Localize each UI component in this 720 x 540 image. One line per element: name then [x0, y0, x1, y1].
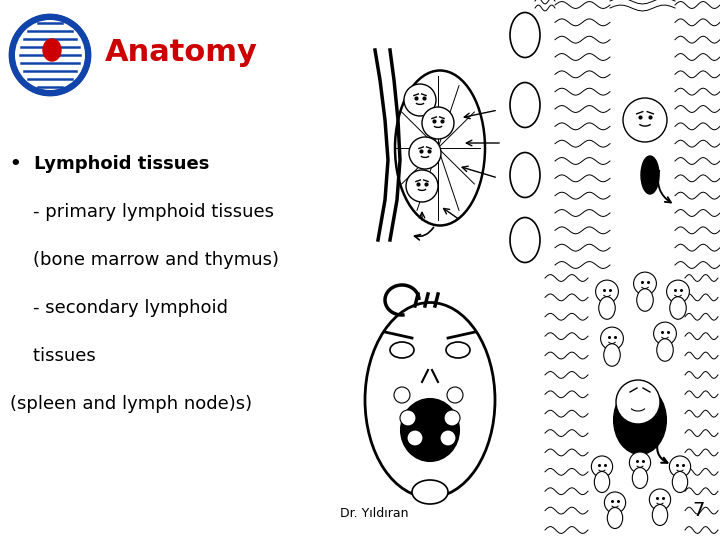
- Circle shape: [447, 387, 463, 403]
- Circle shape: [595, 280, 618, 303]
- Text: tissues: tissues: [10, 347, 96, 365]
- Text: (bone marrow and thymus): (bone marrow and thymus): [10, 251, 279, 269]
- Circle shape: [406, 170, 438, 202]
- Circle shape: [407, 430, 423, 446]
- Circle shape: [422, 107, 454, 139]
- Ellipse shape: [43, 39, 61, 61]
- Circle shape: [404, 84, 436, 116]
- Ellipse shape: [401, 399, 459, 461]
- Circle shape: [591, 456, 613, 477]
- Circle shape: [629, 452, 651, 473]
- Circle shape: [649, 489, 670, 510]
- Circle shape: [634, 272, 657, 295]
- Text: 7: 7: [693, 501, 705, 520]
- Circle shape: [444, 410, 460, 426]
- Circle shape: [400, 410, 416, 426]
- Ellipse shape: [594, 471, 610, 492]
- Ellipse shape: [614, 386, 666, 454]
- Circle shape: [440, 430, 456, 446]
- Circle shape: [623, 98, 667, 142]
- Ellipse shape: [599, 297, 616, 319]
- Circle shape: [394, 387, 410, 403]
- Circle shape: [670, 456, 690, 477]
- Ellipse shape: [365, 302, 495, 497]
- Ellipse shape: [652, 504, 667, 525]
- Circle shape: [10, 15, 90, 95]
- Circle shape: [15, 20, 85, 90]
- Circle shape: [616, 380, 660, 424]
- Text: (spleen and lymph node)s): (spleen and lymph node)s): [10, 395, 252, 413]
- Circle shape: [654, 322, 676, 345]
- Ellipse shape: [670, 297, 686, 319]
- Text: •  Lymphoid tissues: • Lymphoid tissues: [10, 155, 210, 173]
- Ellipse shape: [657, 339, 673, 361]
- Ellipse shape: [412, 480, 448, 504]
- Ellipse shape: [632, 468, 648, 489]
- Circle shape: [600, 327, 624, 350]
- Ellipse shape: [641, 156, 659, 194]
- Text: Anatomy: Anatomy: [105, 38, 258, 67]
- Circle shape: [409, 137, 441, 169]
- Ellipse shape: [607, 508, 623, 529]
- Ellipse shape: [636, 289, 653, 311]
- Ellipse shape: [672, 471, 688, 492]
- Ellipse shape: [604, 344, 620, 366]
- Text: Dr. Yıldıran: Dr. Yıldıran: [340, 507, 408, 520]
- Text: - primary lymphoid tissues: - primary lymphoid tissues: [10, 203, 274, 221]
- Circle shape: [604, 492, 626, 513]
- Text: - secondary lymphoid: - secondary lymphoid: [10, 299, 228, 317]
- Circle shape: [667, 280, 690, 303]
